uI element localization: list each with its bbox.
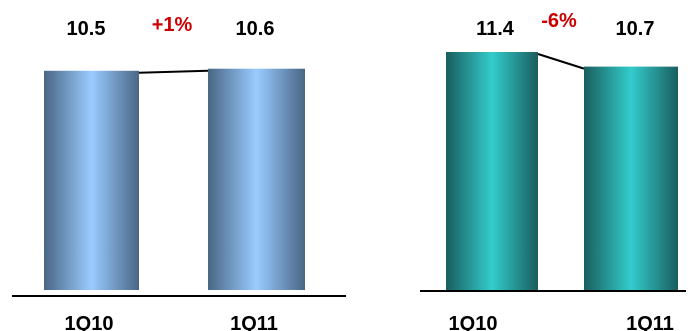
- change-connector-line: [537, 53, 585, 70]
- value-label: 10.5: [67, 18, 106, 40]
- value-label: 10.6: [236, 18, 275, 40]
- category-label: 1Q10: [65, 313, 114, 331]
- change-percent-label: -6%: [541, 10, 577, 32]
- chart-2: 11.4 1Q10 10.7 1Q11 -6%: [420, 10, 686, 331]
- value-label: 11.4: [476, 18, 515, 40]
- bar-1q10: [446, 52, 538, 290]
- change-percent-label: +1%: [152, 14, 193, 36]
- category-label: 1Q11: [230, 313, 278, 331]
- chart-1: 10.5 1Q10 10.6 1Q11 +1%: [12, 14, 346, 331]
- bar-1q10: [44, 70, 139, 290]
- category-label: 1Q10: [449, 313, 498, 331]
- bar-1q11: [208, 68, 305, 290]
- change-connector-line: [138, 69, 209, 74]
- category-label: 1Q11: [626, 313, 674, 331]
- value-label: 10.7: [616, 18, 655, 40]
- bar-1q11: [584, 66, 678, 290]
